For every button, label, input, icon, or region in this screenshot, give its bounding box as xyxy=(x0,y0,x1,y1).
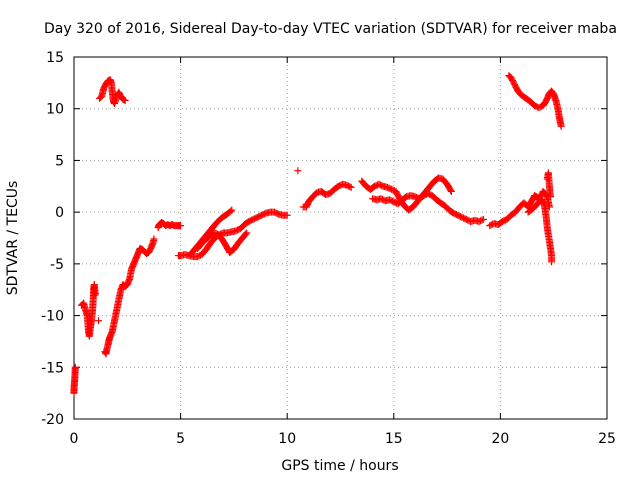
data-point xyxy=(548,258,556,266)
y-tick-label: -10 xyxy=(41,309,64,325)
data-point xyxy=(283,211,291,219)
y-tick-label: 15 xyxy=(46,50,64,66)
x-tick-label: 15 xyxy=(385,431,403,447)
chart-title: Day 320 of 2016, Sidereal Day-to-day VTE… xyxy=(44,21,617,37)
data-point xyxy=(121,96,129,104)
y-tick-label: 0 xyxy=(55,205,64,221)
data-point xyxy=(243,229,251,237)
y-tick-label: -5 xyxy=(50,257,64,273)
data-point xyxy=(95,317,103,325)
data-point xyxy=(294,167,302,175)
data-point xyxy=(347,183,355,191)
y-axis-label: SDTVAR / TECUs xyxy=(5,181,21,296)
data-points xyxy=(70,72,565,397)
data-point xyxy=(71,363,79,371)
y-tick-label: -15 xyxy=(41,360,64,376)
x-tick-label: 20 xyxy=(491,431,509,447)
data-point xyxy=(177,222,185,230)
data-point xyxy=(447,186,455,194)
x-tick-label: 10 xyxy=(278,431,296,447)
x-axis-label: GPS time / hours xyxy=(281,458,398,474)
data-point xyxy=(150,235,158,243)
data-point xyxy=(242,230,250,238)
axis-ticks: 0 5 10 15 20 25 -20 -15 -10 -5 0 5 10 15 xyxy=(41,50,616,447)
data-point xyxy=(228,206,236,214)
data-point xyxy=(478,216,486,224)
plot-frame xyxy=(73,56,608,420)
data-point xyxy=(557,122,565,130)
data-point xyxy=(346,183,354,191)
data-point xyxy=(479,215,487,223)
data-point xyxy=(91,291,99,299)
x-tick-label: 5 xyxy=(176,431,185,447)
data-point xyxy=(547,193,555,201)
y-tick-label: 10 xyxy=(46,102,64,118)
data-point xyxy=(227,207,235,215)
x-tick-label: 25 xyxy=(598,431,616,447)
y-tick-label: -20 xyxy=(41,412,64,428)
y-tick-label: 5 xyxy=(55,153,64,169)
x-tick-label: 0 xyxy=(70,431,79,447)
data-point xyxy=(447,187,455,195)
